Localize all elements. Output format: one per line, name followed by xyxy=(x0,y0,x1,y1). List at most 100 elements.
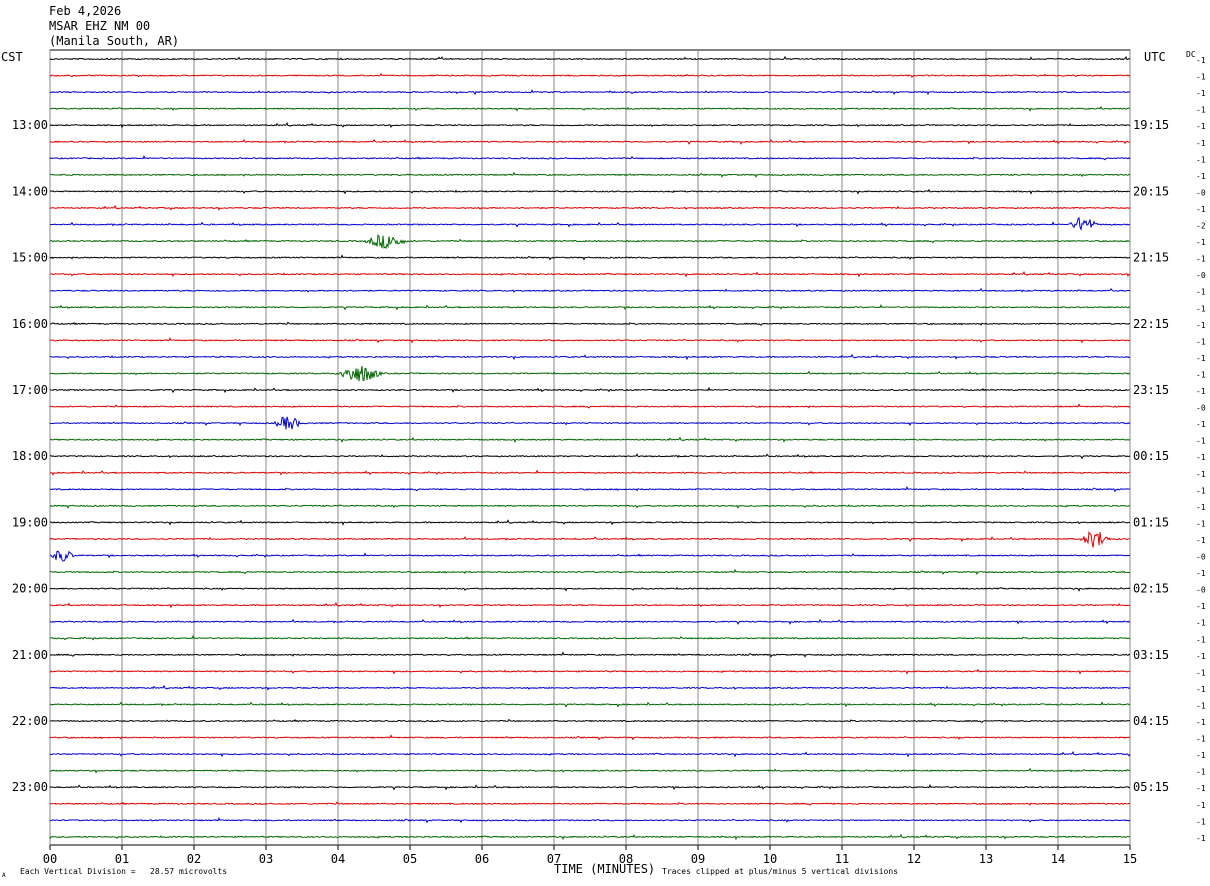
scale-note: Each Vertical Division = 28.57 microvolt… xyxy=(20,867,228,876)
trace-line xyxy=(49,416,1131,430)
dc-offset-label: -1 xyxy=(1196,470,1206,479)
x-tick-label: 00 xyxy=(43,852,57,866)
x-tick-label: 14 xyxy=(1051,852,1065,866)
dc-offset-label: -1 xyxy=(1196,354,1206,363)
trace-line xyxy=(49,486,1131,493)
x-tick-label: 11 xyxy=(835,852,849,866)
dc-offset-label: -1 xyxy=(1196,817,1206,826)
trace-line xyxy=(49,154,1131,161)
trace-line xyxy=(49,254,1131,261)
trace-line xyxy=(49,89,1131,96)
x-axis-label: TIME (MINUTES) xyxy=(554,862,656,876)
right-time-label: 05:15 xyxy=(1133,780,1169,794)
trace-line xyxy=(49,504,1131,509)
trace-line xyxy=(49,750,1131,758)
dc-offset-label: -1 xyxy=(1196,536,1206,545)
left-time-label: 14:00 xyxy=(12,184,48,198)
trace-line xyxy=(49,105,1131,112)
dc-offset-label: -1 xyxy=(1196,801,1206,810)
x-tick-label: 07 xyxy=(547,852,561,866)
trace-line xyxy=(49,55,1131,61)
dc-offset-label: -1 xyxy=(1196,56,1206,65)
trace-line xyxy=(49,718,1131,724)
dc-offset-label: -1 xyxy=(1196,139,1206,148)
left-time-label: 20:00 xyxy=(12,582,48,596)
trace-line xyxy=(49,271,1131,278)
trace-line xyxy=(49,651,1131,658)
trace-line xyxy=(49,216,1131,232)
right-timezone-label: UTC xyxy=(1144,50,1166,64)
right-time-label: 04:15 xyxy=(1133,714,1169,728)
dc-offset-label: -1 xyxy=(1196,106,1206,115)
dc-offset-label: -0 xyxy=(1196,404,1206,413)
x-tick-label: 13 xyxy=(979,852,993,866)
x-tick-label: 03 xyxy=(259,852,273,866)
dc-offset-label: -1 xyxy=(1196,834,1206,843)
right-time-label: 21:15 xyxy=(1133,251,1169,265)
trace-line xyxy=(49,233,1131,250)
left-time-labels: 13:00 14:00 15:00 16:00 17:00 18:00 19:00 20:00… xyxy=(12,118,48,794)
right-time-labels: 19:15 20:15 21:15 22:15 23:15 00:15 01:15 02:15… xyxy=(1133,118,1169,794)
x-tick-label: 06 xyxy=(475,852,489,866)
x-tick-label: 12 xyxy=(907,852,921,866)
corner-mark: A xyxy=(2,872,6,879)
left-time-label: 17:00 xyxy=(12,383,48,397)
dc-offset-label: -1 xyxy=(1196,321,1206,330)
trace-line xyxy=(49,586,1131,592)
minute-grid xyxy=(49,49,1131,850)
trace-line xyxy=(49,668,1131,675)
trace-line xyxy=(49,684,1131,691)
dc-offset-label: -1 xyxy=(1196,255,1206,264)
trace-line xyxy=(49,833,1131,841)
trace-line xyxy=(49,634,1131,641)
dc-offset-label: -1 xyxy=(1196,89,1206,98)
trace-line xyxy=(49,453,1131,460)
dc-header-label: DC xyxy=(1186,50,1196,59)
x-tick-label: 08 xyxy=(619,852,633,866)
dc-offset-label: -0 xyxy=(1196,586,1206,595)
x-tick-label: 01 xyxy=(115,852,129,866)
trace-line xyxy=(49,602,1131,609)
right-time-label: 01:15 xyxy=(1133,515,1169,529)
clip-note: Traces clipped at plus/minus 5 vertical … xyxy=(662,867,899,876)
trace-line xyxy=(49,303,1131,311)
x-tick-label: 05 xyxy=(403,852,417,866)
right-time-label: 19:15 xyxy=(1133,118,1169,132)
trace-line xyxy=(49,550,1131,562)
trace-line xyxy=(49,287,1131,293)
dc-offset-label: -1 xyxy=(1196,768,1206,777)
x-tick-label: 04 xyxy=(331,852,345,866)
dc-offset-label: -2 xyxy=(1196,222,1206,231)
dc-offset-label: -1 xyxy=(1196,569,1206,578)
trace-line xyxy=(49,734,1131,741)
dc-offset-label: -1 xyxy=(1196,784,1206,793)
x-tick-label: 10 xyxy=(763,852,777,866)
dc-offset-label: -0 xyxy=(1196,553,1206,562)
left-time-label: 13:00 xyxy=(12,118,48,132)
station-label: MSAR EHZ NM 00 xyxy=(49,19,151,33)
dc-offset-label: -1 xyxy=(1196,602,1206,611)
trace-line xyxy=(49,321,1131,326)
trace-line xyxy=(49,519,1131,526)
dc-offset-label: -1 xyxy=(1196,486,1206,495)
dc-offset-label: -1 xyxy=(1196,652,1206,661)
right-time-label: 00:15 xyxy=(1133,449,1169,463)
trace-line xyxy=(49,469,1131,476)
location-label: (Manila South, AR) xyxy=(49,34,180,48)
dc-offset-labels: -1 -1 -1 -1 -1 -1 -1 -1 -0 -1 -2 -1 -1 -0 -1 -1 -1 -1 -1 -1… xyxy=(1196,56,1206,843)
dc-offset-label: -1 xyxy=(1196,437,1206,446)
trace-line xyxy=(49,817,1131,824)
right-time-label: 23:15 xyxy=(1133,383,1169,397)
trace-line xyxy=(50,337,1131,344)
dc-offset-label: -1 xyxy=(1196,751,1206,760)
seismic-traces xyxy=(49,55,1131,841)
dc-offset-label: -1 xyxy=(1196,718,1206,727)
dc-offset-label: -1 xyxy=(1196,288,1206,297)
trace-line xyxy=(49,171,1131,178)
x-tick-labels: 00 01 02 03 04 05 06 07 08 09 10 11 12 13 14 15 xyxy=(43,852,1137,866)
dc-offset-label: -1 xyxy=(1196,519,1206,528)
trace-line xyxy=(49,386,1131,394)
left-time-label: 16:00 xyxy=(12,317,48,331)
dc-offset-label: -1 xyxy=(1196,238,1206,247)
